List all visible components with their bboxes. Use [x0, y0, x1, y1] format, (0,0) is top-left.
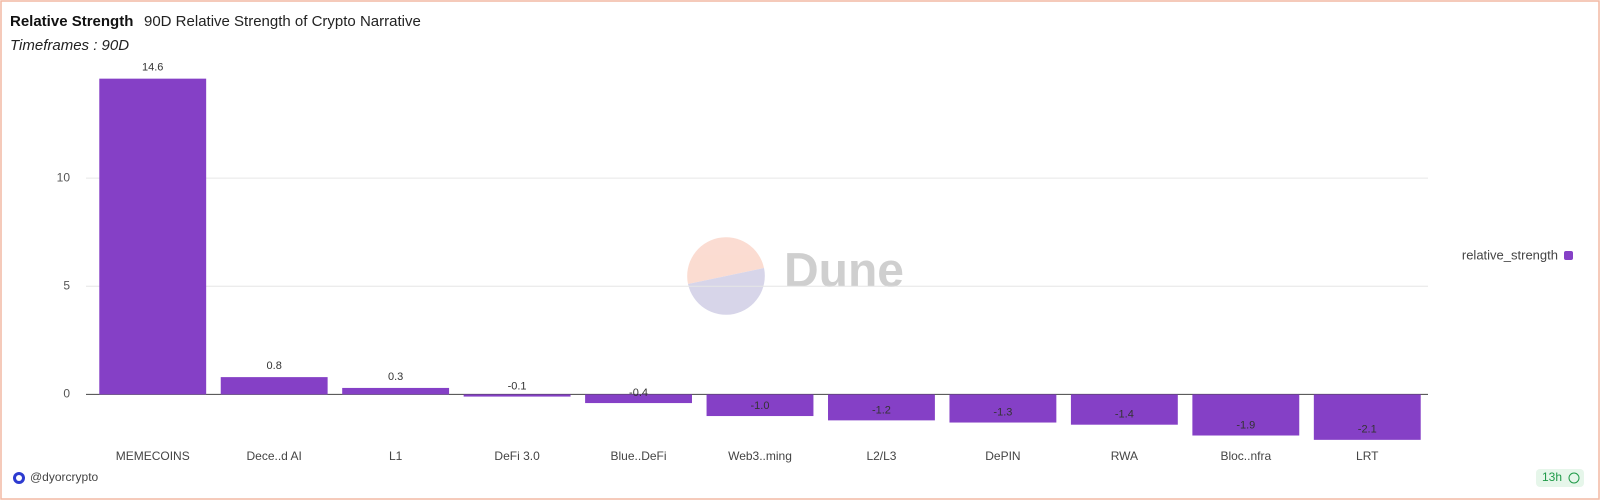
value-label: -1.4 [1115, 409, 1134, 421]
x-tick-label: Dece..d AI [246, 449, 301, 463]
author-icon-inner [16, 475, 22, 481]
bar [1313, 394, 1421, 440]
bar [342, 387, 450, 395]
x-tick-label: Web3..ming [728, 449, 792, 463]
watermark-logo [687, 237, 765, 315]
value-label: -1.0 [751, 400, 770, 412]
x-tick-label: DeFi 3.0 [494, 449, 540, 463]
legend-swatch [1564, 251, 1573, 260]
value-label: -1.2 [872, 404, 891, 416]
x-tick-label: L2/L3 [866, 449, 896, 463]
bar [463, 394, 571, 397]
value-label: -2.1 [1358, 424, 1377, 436]
bar [1192, 394, 1300, 436]
refresh-check [1568, 472, 1580, 484]
refresh-time: 13h [1542, 470, 1562, 484]
legend-label: relative_strength [1462, 247, 1558, 262]
value-label: -0.4 [629, 387, 648, 399]
y-tick-label: 5 [63, 278, 70, 292]
y-tick-label: 0 [63, 387, 70, 401]
chart-title: Relative Strength [10, 13, 133, 30]
value-label: 0.3 [388, 371, 403, 383]
value-label: -1.9 [1236, 419, 1255, 431]
chart-subtitle: 90D Relative Strength of Crypto Narrativ… [144, 13, 421, 30]
watermark: Dune [784, 245, 904, 298]
x-tick-label: L1 [389, 449, 403, 463]
bar [706, 394, 814, 417]
chart-note: Timeframes : 90D [10, 37, 129, 54]
bar [949, 394, 1057, 423]
bar [828, 394, 935, 421]
y-tick-label: 10 [57, 170, 71, 184]
x-tick-label: Bloc..nfra [1220, 449, 1271, 463]
value-label: 0.8 [267, 360, 282, 372]
bar [220, 377, 328, 395]
bar [99, 78, 207, 395]
value-label: -0.1 [508, 380, 527, 392]
bar [1070, 394, 1178, 425]
x-tick-label: Blue..DeFi [611, 449, 667, 463]
x-tick-label: MEMECOINS [116, 449, 190, 463]
author: @dyorcrypto [30, 470, 99, 484]
x-tick-label: LRT [1356, 449, 1379, 463]
x-tick-label: DePIN [985, 449, 1020, 463]
bar [585, 394, 692, 404]
value-label: -1.3 [993, 406, 1012, 418]
value-label: 14.6 [142, 62, 163, 74]
x-tick-label: RWA [1111, 449, 1138, 463]
